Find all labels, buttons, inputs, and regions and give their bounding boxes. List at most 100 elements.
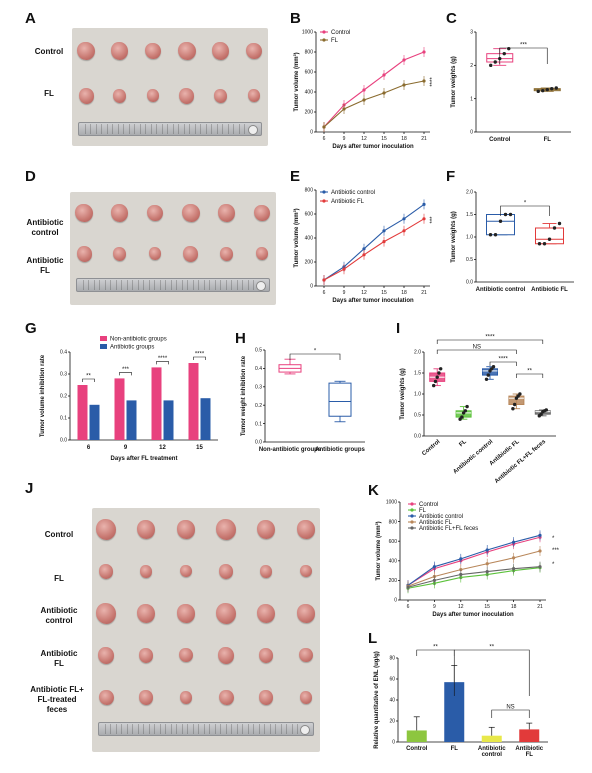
data-point [463, 409, 468, 413]
legend-marker [410, 520, 414, 524]
x-tick-label: 18 [511, 604, 517, 610]
box [486, 214, 515, 236]
significance-label: **** [430, 77, 436, 87]
y-tick-label: 3 [470, 30, 473, 36]
legend-label: Antibiotic groups [110, 345, 154, 351]
row-label-antibiotic-control: Antibiotic control [26, 218, 64, 237]
bar [188, 363, 199, 440]
y-tick-label: 0.2 [255, 403, 262, 409]
significance-bracket [119, 372, 132, 376]
row-label-antibiotic-fl: Antibiotic FL [26, 256, 64, 275]
x-category-label: Antibiotic FL+FL feces [494, 439, 548, 485]
data-point [485, 569, 489, 574]
row-label-j-control: Control [44, 530, 74, 539]
data-point [484, 377, 489, 381]
data-point [382, 73, 386, 77]
data-point [382, 91, 386, 95]
series-line-1 [407, 567, 541, 589]
series-line-0 [323, 203, 425, 281]
y-tick-label: 0.5 [466, 257, 473, 263]
data-point [538, 565, 542, 569]
chart-h: 0.0 0.1 0.2 0.3 0.4 0.5 Tumor weight inhibitio… [241, 348, 365, 453]
data-point [508, 212, 513, 217]
y-tick-label: 0.0 [60, 438, 67, 444]
bar [126, 400, 137, 440]
data-point [362, 247, 366, 251]
tumor [216, 603, 236, 624]
y-axis-label: Relative quantitative of ENL (ug/g) [374, 651, 380, 749]
chart-f: 0.0 0.5 1.0 1.5 2.0 Tumor weights (g) Antibiot… [451, 190, 574, 293]
data-point [512, 567, 516, 571]
chart-e: 0 200 400 600 800 6 9 12 15 18 21 Days after tumor … [293, 188, 436, 304]
data-point [512, 556, 516, 560]
tumor [179, 648, 193, 663]
tumor [136, 519, 156, 540]
y-tick-label: 40 [389, 698, 395, 704]
data-point [459, 557, 463, 561]
panel-label-f: F [446, 168, 456, 185]
bar [406, 730, 427, 742]
significance-label: NS [506, 705, 514, 711]
bar [519, 729, 540, 742]
data-point [402, 58, 406, 62]
y-tick-label: 2 [470, 63, 473, 69]
data-point [502, 51, 506, 56]
series-line-4 [407, 566, 541, 588]
tumor [218, 204, 235, 222]
row-label-j-antibiotic-control: Antibiotic control [40, 606, 78, 625]
tumor [112, 246, 127, 262]
significance-label: **** [158, 356, 168, 362]
legend-label: Antibiotic FL [419, 520, 453, 526]
x-category-label: Control [489, 137, 511, 143]
tumor [177, 520, 195, 539]
bar [77, 385, 88, 440]
y-tick-label: 1.0 [466, 235, 473, 241]
data-point [439, 367, 443, 371]
tumor [258, 647, 274, 664]
y-tick-label: 800 [305, 188, 314, 194]
data-point [542, 242, 547, 246]
data-point [342, 267, 346, 271]
x-category-label: FL [526, 752, 534, 758]
series-line-0 [323, 51, 425, 128]
significance-label: * [552, 536, 555, 542]
y-axis-label: Tumor weight inhibition rate [241, 355, 247, 436]
significance-label: *** [520, 43, 528, 49]
data-point [493, 233, 498, 237]
y-tick-label: 0.5 [255, 348, 262, 354]
bar [444, 682, 465, 742]
significance-bracket [489, 361, 517, 366]
data-point [512, 402, 517, 407]
x-tick-label: 6 [323, 136, 326, 142]
significance-bracket [516, 373, 544, 378]
y-axis-label: Tumor volume (mm³) [293, 208, 300, 267]
significance-label: * [552, 562, 555, 568]
tumor [219, 246, 234, 262]
x-category-label: Antibiotic FL [531, 287, 568, 293]
significance-label: *** [430, 216, 436, 224]
data-point [322, 278, 326, 282]
tumor-photo-d [70, 192, 276, 305]
row-label-j-fl: FL [54, 574, 64, 583]
legend-label: Antibiotic FL+FL feces [419, 526, 478, 532]
y-tick-label: 80 [389, 656, 395, 662]
panel-label-d: D [25, 168, 36, 185]
x-axis-label: Days after tumor inoculation [432, 612, 514, 618]
x-axis-label: Days after tumor inoculation [332, 298, 414, 304]
tumor [183, 246, 199, 262]
x-tick-label: 9 [343, 290, 346, 296]
y-tick-label: 2.0 [414, 350, 421, 356]
ruler [98, 722, 314, 736]
panel-label-g: G [25, 320, 37, 337]
bar [114, 378, 125, 440]
tumor [246, 42, 262, 60]
tumor [218, 689, 234, 706]
legend-marker [410, 508, 414, 512]
legend-label: Antibiotic control [331, 190, 375, 196]
y-tick-label: 0.3 [60, 372, 67, 378]
chart-l: 0 20 40 60 80 Relative quantitative of ENL (u… [374, 645, 548, 758]
legend-swatch [100, 336, 107, 341]
data-point [493, 60, 497, 64]
y-tick-label: 0.4 [60, 350, 67, 356]
legend-label: Non-antibiotic groups [110, 337, 167, 343]
